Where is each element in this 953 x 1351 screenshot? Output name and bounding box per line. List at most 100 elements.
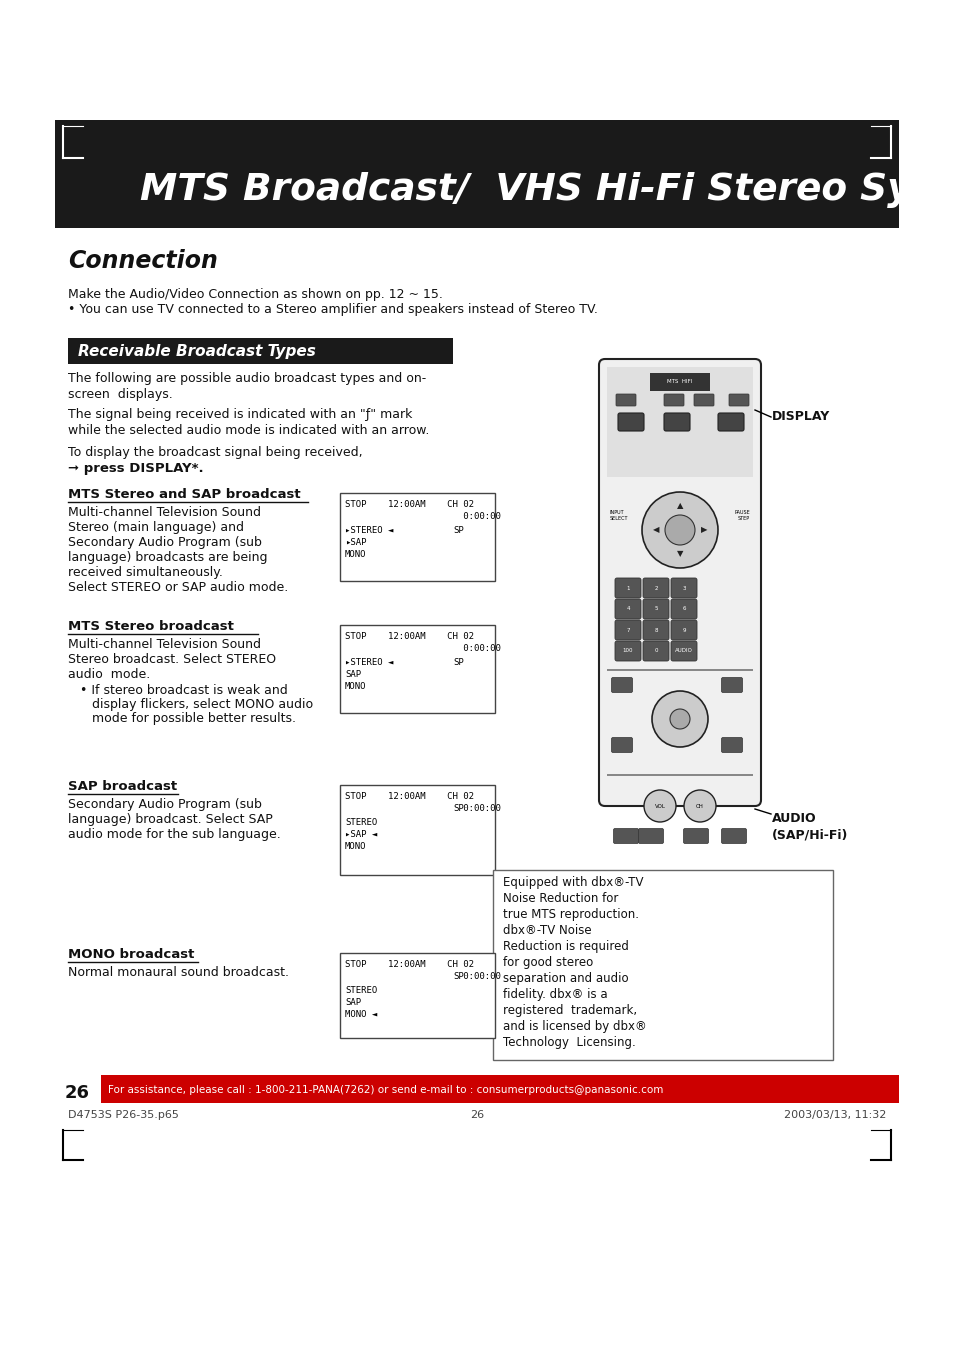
Bar [68,338,453,363]
Text: audio  mode.: audio mode. [68,667,150,681]
Bar [339,785,495,875]
Text: true MTS reproduction.: true MTS reproduction. [502,908,639,921]
Text: Normal monaural sound broadcast.: Normal monaural sound broadcast. [68,966,289,979]
Text: PAUSE
STEP: PAUSE STEP [734,511,749,521]
Text: ▸STEREO ◄: ▸STEREO ◄ [345,526,393,535]
Bar [55,1075,101,1102]
Text: MONO: MONO [345,682,366,690]
Text: 0:00:00: 0:00:00 [345,971,500,981]
Text: Connection: Connection [68,249,217,273]
FancyBboxPatch shape [615,620,640,640]
Bar [55,1075,898,1102]
FancyBboxPatch shape [611,738,632,753]
Text: 0:00:00: 0:00:00 [345,804,500,813]
FancyBboxPatch shape [642,578,668,598]
Circle shape [664,515,695,544]
FancyBboxPatch shape [611,677,632,693]
Bar [606,367,752,477]
FancyBboxPatch shape [638,828,662,843]
Text: 26: 26 [470,1111,483,1120]
Text: 0: 0 [654,648,657,654]
Text: 5: 5 [654,607,657,612]
Text: AUDIO: AUDIO [675,648,692,654]
FancyBboxPatch shape [642,620,668,640]
Bar [649,373,709,390]
FancyBboxPatch shape [728,394,748,407]
FancyBboxPatch shape [720,738,741,753]
FancyBboxPatch shape [615,578,640,598]
FancyBboxPatch shape [663,394,683,407]
Text: Noise Reduction for: Noise Reduction for [502,892,618,905]
FancyBboxPatch shape [613,828,638,843]
Text: MONO: MONO [345,550,366,559]
Text: 7: 7 [625,627,629,632]
Text: STOP    12:00AM    CH 02: STOP 12:00AM CH 02 [345,961,474,969]
Text: and is licensed by dbx®: and is licensed by dbx® [502,1020,646,1034]
Text: MONO ◄: MONO ◄ [345,1011,376,1019]
FancyBboxPatch shape [670,640,697,661]
Text: MTS  HIFI: MTS HIFI [666,380,692,384]
Text: STOP    12:00AM    CH 02: STOP 12:00AM CH 02 [345,500,474,509]
Text: ▸SAP: ▸SAP [345,538,366,547]
Text: SP: SP [453,804,463,813]
Text: STOP    12:00AM    CH 02: STOP 12:00AM CH 02 [345,632,474,640]
Text: SP: SP [453,658,463,667]
Text: Select STEREO or SAP audio mode.: Select STEREO or SAP audio mode. [68,581,288,594]
Text: language) broadcast. Select SAP: language) broadcast. Select SAP [68,813,273,825]
Bar [339,952,495,1038]
Bar [339,493,495,581]
Text: 6: 6 [681,607,685,612]
Text: STEREO: STEREO [345,817,376,827]
Text: Secondary Audio Program (sub: Secondary Audio Program (sub [68,536,262,549]
Text: registered  trademark,: registered trademark, [502,1004,637,1017]
FancyBboxPatch shape [718,413,743,431]
Text: SAP: SAP [345,998,361,1006]
Circle shape [643,790,676,821]
Text: • You can use TV connected to a Stereo amplifier and speakers instead of Stereo : • You can use TV connected to a Stereo a… [68,303,598,316]
FancyBboxPatch shape [616,394,636,407]
Text: Secondary Audio Program (sub: Secondary Audio Program (sub [68,798,262,811]
Text: STOP    12:00AM    CH 02: STOP 12:00AM CH 02 [345,792,474,801]
Text: 9: 9 [681,627,685,632]
Text: 100: 100 [622,648,633,654]
Text: MTS Broadcast/  VHS Hi-Fi Stereo System: MTS Broadcast/ VHS Hi-Fi Stereo System [140,172,953,208]
Text: ▼: ▼ [676,550,682,558]
Text: ➞ press DISPLAY*.: ➞ press DISPLAY*. [68,462,203,476]
Text: INPUT
SELECT: INPUT SELECT [609,511,628,521]
Text: D4753S P26-35.p65: D4753S P26-35.p65 [68,1111,179,1120]
FancyBboxPatch shape [682,828,708,843]
Circle shape [651,690,707,747]
Text: ▸STEREO ◄: ▸STEREO ◄ [345,658,393,667]
FancyBboxPatch shape [618,413,643,431]
Bar [493,870,832,1061]
Text: Make the Audio/Video Connection as shown on pp. 12 ~ 15.: Make the Audio/Video Connection as shown… [68,288,442,301]
FancyBboxPatch shape [720,677,741,693]
Text: ▶: ▶ [700,526,706,535]
Text: MTS Stereo broadcast: MTS Stereo broadcast [68,620,233,634]
Text: The following are possible audio broadcast types and on-: The following are possible audio broadca… [68,372,426,385]
Text: The signal being received is indicated with an "ƒ" mark: The signal being received is indicated w… [68,408,412,422]
Text: CH: CH [696,804,703,808]
Text: MONO broadcast: MONO broadcast [68,948,194,961]
Text: dbx®-TV Noise: dbx®-TV Noise [502,924,591,938]
Text: for good stereo: for good stereo [502,957,593,969]
Text: For assistance, please call : 1-800-211-PANA(7262) or send e-mail to : consumerp: For assistance, please call : 1-800-211-… [108,1085,662,1096]
Text: language) broadcasts are being: language) broadcasts are being [68,551,267,563]
Text: SP: SP [453,971,463,981]
Text: received simultaneously.: received simultaneously. [68,566,223,580]
Text: Multi-channel Television Sound: Multi-channel Television Sound [68,507,261,519]
FancyBboxPatch shape [670,620,697,640]
Text: 26: 26 [65,1084,90,1102]
Text: separation and audio: separation and audio [502,971,628,985]
FancyBboxPatch shape [670,578,697,598]
Text: display flickers, select MONO audio: display flickers, select MONO audio [80,698,313,711]
Text: 0:00:00: 0:00:00 [345,512,500,521]
Text: 1: 1 [625,585,629,590]
FancyBboxPatch shape [642,640,668,661]
Text: while the selected audio mode is indicated with an arrow.: while the selected audio mode is indicat… [68,424,429,436]
Text: Equipped with dbx®-TV: Equipped with dbx®-TV [502,875,643,889]
Text: To display the broadcast signal being received,: To display the broadcast signal being re… [68,446,362,459]
Text: ◀: ◀ [652,526,659,535]
FancyBboxPatch shape [598,359,760,807]
Text: audio mode for the sub language.: audio mode for the sub language. [68,828,280,842]
